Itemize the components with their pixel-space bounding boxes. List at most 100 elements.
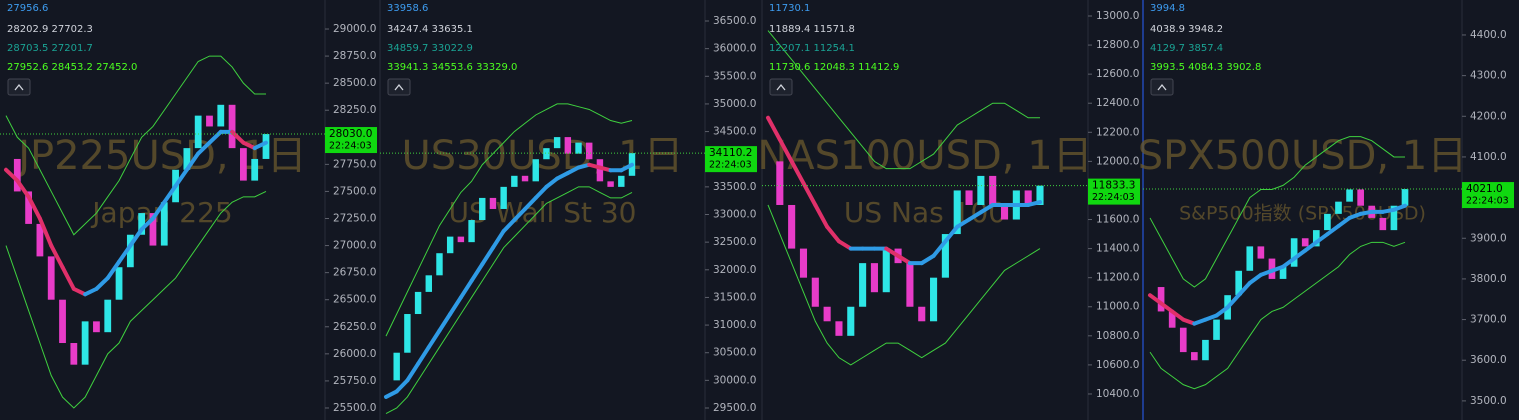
candle xyxy=(618,175,625,187)
moving-average xyxy=(394,378,410,394)
candle xyxy=(479,197,486,221)
moving-average xyxy=(26,194,42,221)
moving-average xyxy=(1292,248,1308,261)
plot-area xyxy=(1148,136,1409,390)
candle xyxy=(1202,339,1209,361)
candle xyxy=(126,234,134,268)
legend-line: 27952.6 28453.2 27452.0 xyxy=(7,62,137,73)
candle xyxy=(138,213,146,235)
price-tag xyxy=(1088,178,1140,205)
moving-average xyxy=(4,167,20,183)
moving-average xyxy=(825,224,841,244)
y-tick-label: 35000.0 xyxy=(713,98,756,110)
price-tag-time: 22:24:03 xyxy=(1466,196,1509,207)
candle xyxy=(393,352,400,381)
legend-line: 34859.7 33022.9 xyxy=(387,43,473,54)
candle xyxy=(1390,205,1398,231)
band-lower xyxy=(767,204,1041,366)
collapse-button[interactable] xyxy=(1150,78,1174,96)
moving-average xyxy=(1148,293,1164,306)
candle xyxy=(1357,189,1364,206)
y-tick-label: 33500.0 xyxy=(713,181,756,193)
candle xyxy=(59,299,66,344)
moving-average xyxy=(1281,256,1297,269)
price-tag-label: 28030.0 xyxy=(329,128,372,140)
band-lower xyxy=(385,186,633,414)
y-tick-label: 33000.0 xyxy=(713,209,756,221)
moving-average xyxy=(1026,200,1042,207)
moving-average xyxy=(448,295,463,317)
band-upper xyxy=(1149,136,1405,288)
y-tick-label: 13000.0 xyxy=(1096,10,1139,22)
moving-average xyxy=(230,129,246,145)
candle xyxy=(953,190,961,235)
chevron-icon xyxy=(776,83,786,91)
collapse-button[interactable] xyxy=(7,78,31,96)
candle xyxy=(543,148,550,160)
moving-average xyxy=(384,389,399,399)
y-tick-label: 4400.0 xyxy=(1470,29,1507,41)
y-tick-label: 27500.0 xyxy=(333,185,376,197)
candle xyxy=(1157,287,1165,312)
collapse-button[interactable] xyxy=(769,78,793,96)
moving-average xyxy=(501,218,517,234)
candle xyxy=(788,204,796,249)
moving-average xyxy=(766,115,782,142)
moving-average xyxy=(836,239,853,251)
moving-average xyxy=(931,239,948,258)
candle xyxy=(414,291,422,315)
button-box xyxy=(7,78,31,96)
moving-average xyxy=(523,195,538,211)
candle xyxy=(1301,238,1309,247)
legend-line: 33941.3 34553.6 33329.0 xyxy=(387,62,517,73)
moving-average xyxy=(884,246,901,258)
candle xyxy=(262,134,270,159)
moving-average xyxy=(1159,301,1175,314)
legend-line: 27956.6 xyxy=(7,3,48,14)
candle xyxy=(160,202,168,246)
candle xyxy=(918,306,926,322)
candle xyxy=(859,263,867,307)
candle xyxy=(596,159,604,182)
collapse-button[interactable] xyxy=(387,78,411,96)
y-tick-label: 36000.0 xyxy=(713,43,756,55)
price-tag-label: 4021.0 xyxy=(1466,183,1503,195)
candle xyxy=(521,175,529,182)
candle xyxy=(70,343,78,365)
moving-average xyxy=(967,210,983,222)
y-tick-label: 31500.0 xyxy=(713,291,756,303)
y-tick-label: 10400.0 xyxy=(1096,388,1139,400)
candle xyxy=(1179,327,1187,353)
legend-line: 11889.4 11571.8 xyxy=(769,24,855,35)
y-tick-label: 3500.0 xyxy=(1470,395,1507,407)
candle xyxy=(251,158,259,181)
moving-average xyxy=(512,206,528,223)
moving-average xyxy=(405,361,421,383)
candle xyxy=(1213,319,1220,340)
candle xyxy=(564,137,572,154)
candle xyxy=(404,314,411,353)
candle xyxy=(489,197,497,209)
candle xyxy=(468,220,475,243)
candle xyxy=(1290,238,1298,267)
chevron-icon xyxy=(1157,83,1167,91)
button-box xyxy=(769,78,793,96)
candle xyxy=(228,104,236,149)
y-tick-label: 4100.0 xyxy=(1470,151,1507,163)
moving-average xyxy=(544,176,560,189)
candle xyxy=(607,181,614,187)
moving-average xyxy=(1325,224,1341,237)
y-tick-label: 10600.0 xyxy=(1096,359,1139,371)
candle xyxy=(149,213,157,246)
y-tick-label: 28500.0 xyxy=(333,77,376,89)
price-tag xyxy=(705,146,757,173)
y-tick-label: 26250.0 xyxy=(333,321,376,333)
moving-average xyxy=(789,159,806,186)
moving-average xyxy=(71,286,88,297)
candle xyxy=(1401,189,1409,206)
chart-panel: 29500.0 30000.0 30500.0 31000.0 31500.0 32000… xyxy=(379,0,757,420)
y-tick-label: 27000.0 xyxy=(333,240,376,252)
plot-area xyxy=(766,30,1044,366)
y-tick-label: 25500.0 xyxy=(333,402,376,414)
candle xyxy=(1312,230,1320,247)
